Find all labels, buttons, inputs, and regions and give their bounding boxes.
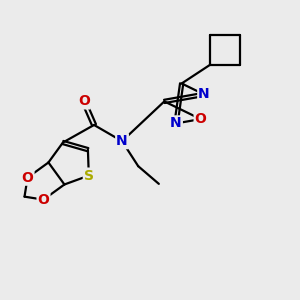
Text: O: O bbox=[195, 112, 206, 126]
Text: O: O bbox=[78, 94, 90, 108]
Text: N: N bbox=[116, 134, 128, 148]
Text: O: O bbox=[22, 171, 34, 185]
Text: N: N bbox=[198, 87, 210, 101]
Text: O: O bbox=[38, 193, 50, 207]
Text: S: S bbox=[84, 169, 94, 183]
Text: N: N bbox=[170, 116, 182, 130]
